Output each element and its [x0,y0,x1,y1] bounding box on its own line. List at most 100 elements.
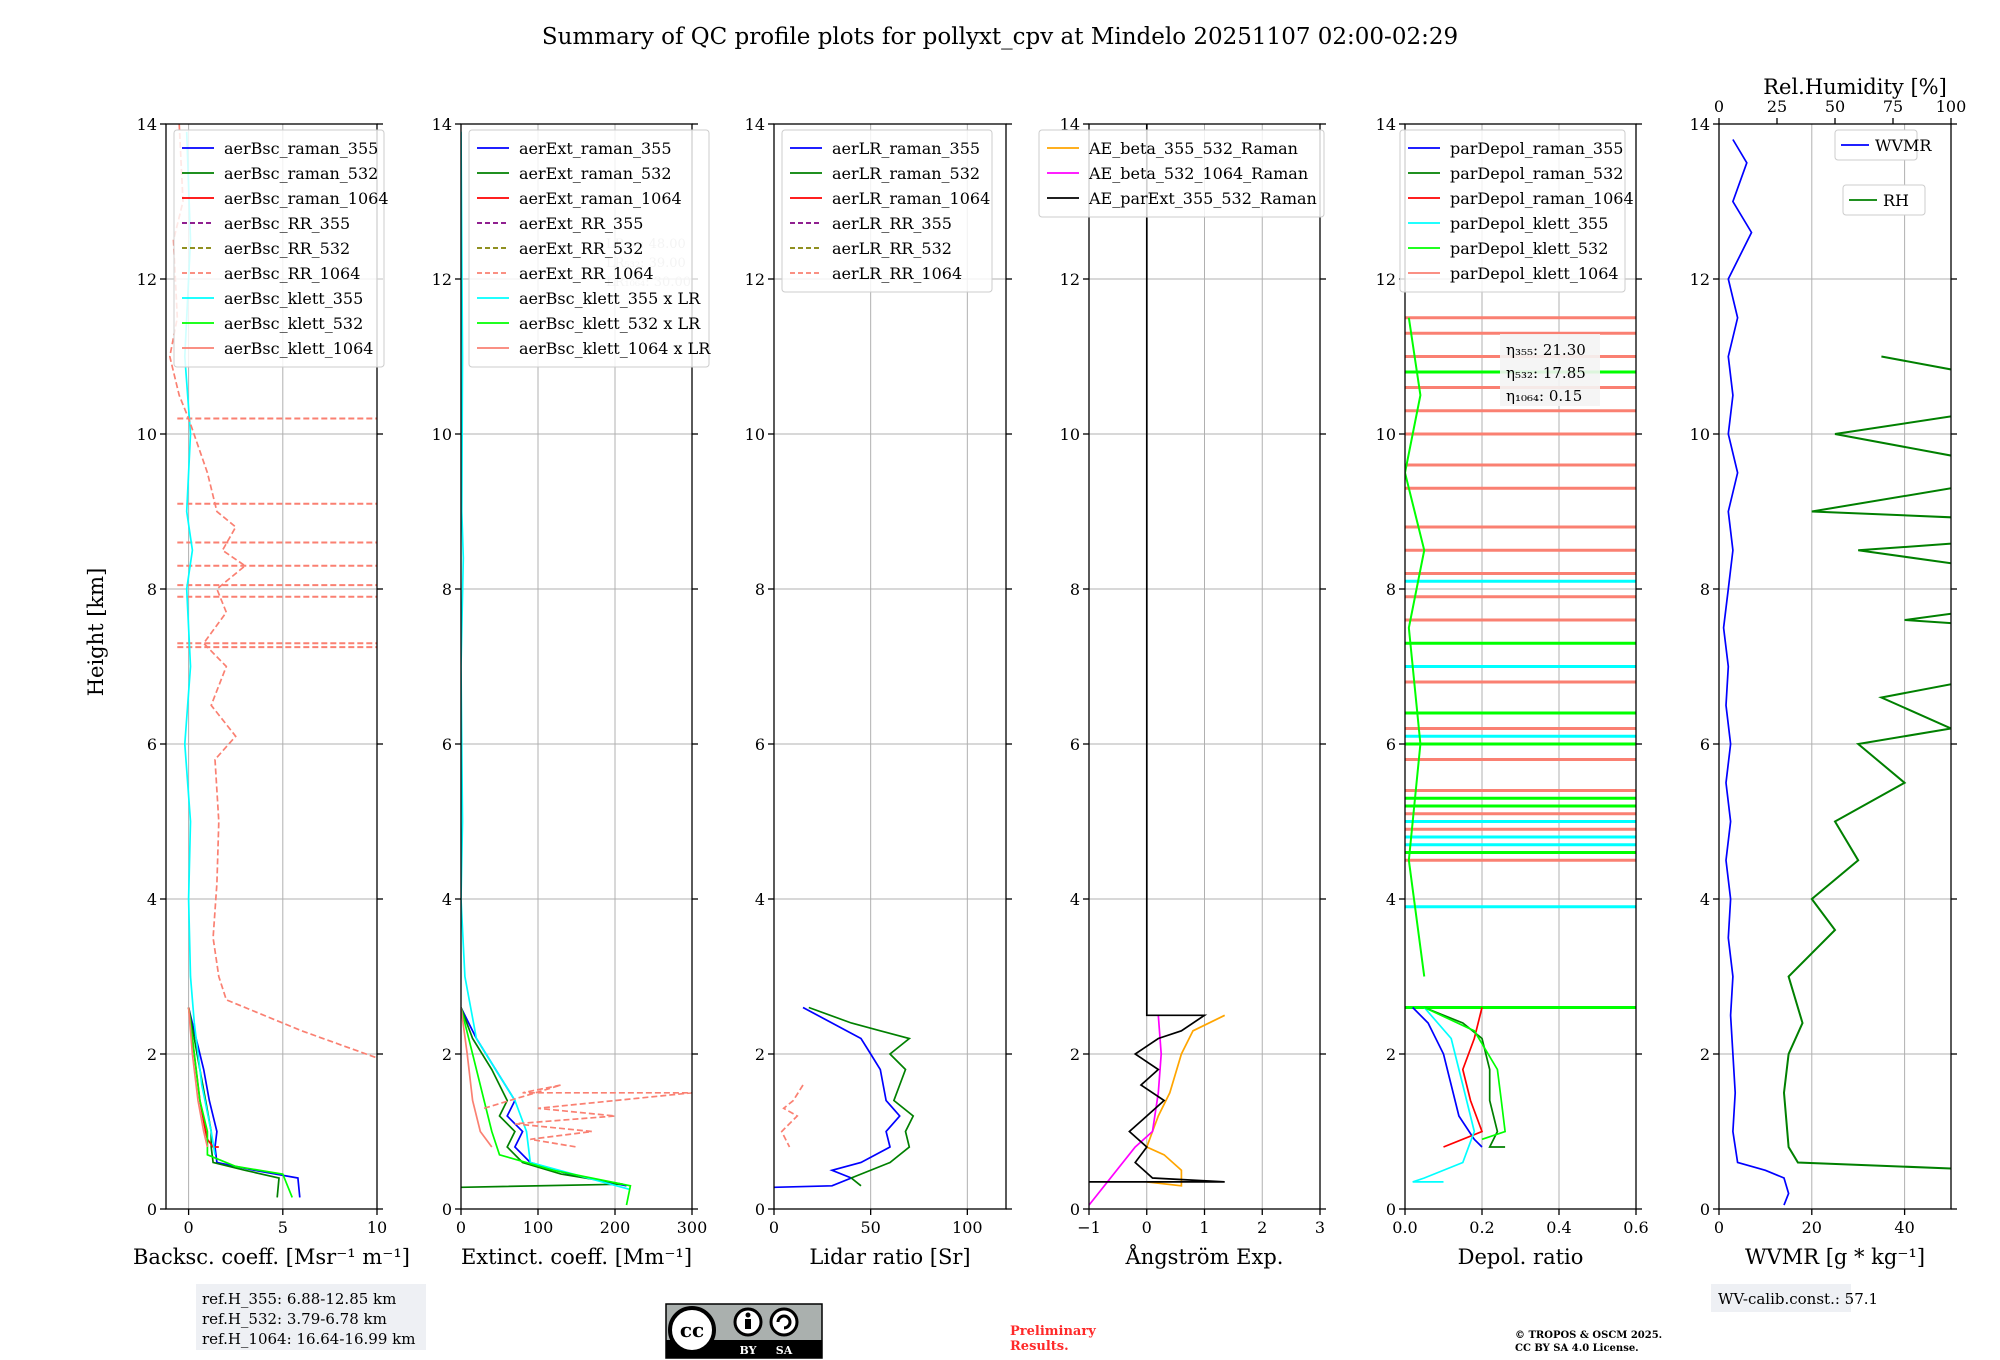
top-tick-label: 25 [1767,97,1787,116]
panel-ext: 0 2 4 6 8 10 12 14 0 100 200 300 Extinct. coeff. [Mm… [432,115,712,1269]
x-tick-label: −1 [1077,1218,1101,1237]
y-tick-label: 14 [745,115,765,134]
series-aerLR_RR_1064 [780,1084,804,1148]
legend-label: aerLR_RR_532 [832,239,952,258]
y-tick-label: 8 [1386,580,1396,599]
x-tick-label: 200 [600,1218,631,1237]
legend-label: parDepol_klett_532 [1450,239,1608,258]
plot-area-ae [1089,124,1226,1206]
x-tick-label: 0.2 [1469,1218,1494,1237]
top-tick-label: 75 [1883,97,1903,116]
legend-label: parDepol_klett_1064 [1450,264,1619,283]
x-axis-label: Ångström Exp. [1125,1244,1284,1269]
y-tick-label: 2 [147,1045,157,1064]
y-tick-label: 6 [147,735,157,754]
y-axis-label: Height [km] [84,568,108,697]
x-tick-label: 3 [1315,1218,1325,1237]
by-label: BY [740,1344,757,1357]
y-tick-label: 0 [755,1200,765,1219]
legend-label: aerBsc_klett_532 [224,314,363,333]
series-WVMR [1722,139,1790,1206]
x-tick-label: 1 [1199,1218,1209,1237]
x-axis-label: Depol. ratio [1458,1245,1584,1269]
series-aerBsc_klett_1064 x LR [461,1007,493,1148]
x-tick-label: 0 [769,1218,779,1237]
legend-label: aerBsc_raman_532 [224,164,378,183]
ref-height-355: ref.H_355: 6.88-12.85 km [202,1290,396,1308]
y-tick-label: 4 [1386,890,1396,909]
series-aerBsc_klett_355 [183,131,216,1155]
x-tick-label: 0 [1714,1218,1724,1237]
legend-label: aerLR_RR_1064 [832,264,962,283]
x-tick-label: 100 [952,1218,983,1237]
legend-label: aerBsc_raman_355 [224,139,378,158]
y-tick-label: 6 [1070,735,1080,754]
axes-frame [1718,123,1952,1210]
x-tick-label: 100 [523,1218,554,1237]
legend-label: aerLR_raman_1064 [832,189,990,208]
eta-box [1500,334,1600,406]
ref-height-1064: ref.H_1064: 16.64-16.99 km [202,1330,415,1348]
x-tick-label: 0.6 [1623,1218,1648,1237]
x-tick-label: 0.0 [1392,1218,1417,1237]
legend-box [1399,129,1626,293]
series-RH [1782,355,1951,1170]
y-tick-label: 4 [1070,890,1080,909]
series-aerBsc_RR_1064 [168,124,377,1059]
legend-label: aerExt_RR_532 [519,239,643,258]
x-tick-label: 0 [456,1218,466,1237]
y-tick-label: 8 [755,580,765,599]
y-tick-label: 12 [137,270,157,289]
series-aerBsc_klett_532 x LR [461,1007,632,1206]
legend-label: aerExt_RR_1064 [519,264,654,283]
series-aerLR_raman_355 [774,1006,901,1189]
copyright-line1: © TROPOS & OSCM 2025. [1515,1330,1662,1341]
legend-label: parDepol_raman_532 [1450,164,1623,183]
legend-label: WVMR [1875,136,1932,155]
eta-label: η₅₃₂: 17.85 [1506,364,1586,382]
legend-label: aerLR_raman_532 [832,164,980,183]
y-tick-label: 2 [755,1045,765,1064]
ref-heights-box: ref.H_355: 6.88-12.85 km ref.H_532: 3.79… [196,1284,426,1350]
y-tick-label: 10 [1690,425,1710,444]
legend-label: parDepol_raman_1064 [1450,189,1634,208]
x-tick-label: 300 [677,1218,708,1237]
y-tick-label: 2 [1386,1045,1396,1064]
y-tick-label: 10 [1376,425,1396,444]
plot-area-wv [1722,139,1951,1206]
legend-label: aerBsc_klett_1064 x LR [519,339,711,358]
panel-lr: 0 2 4 6 8 10 12 14 0 50 100 Lidar ratio [Sr] aerLR_r… [745,115,1012,1269]
x-axis-label: WVMR [g * kg⁻¹] [1745,1245,1925,1269]
copyright-line2: CC BY SA 4.0 License. [1515,1343,1639,1354]
series-aerBsc_raman_532 [187,1007,280,1198]
y-tick-label: 14 [1690,115,1710,134]
sa-label: SA [776,1344,793,1357]
series-aerBsc_klett_1064 [187,1007,209,1148]
x-tick-label: 50 [860,1218,880,1237]
top-axis-label: Rel.Humidity [%] [1763,75,1947,99]
y-tick-label: 8 [147,580,157,599]
series-parDepol_raman_355 [1412,1006,1483,1148]
series-AE_beta_532_1064_Raman [1089,1015,1163,1206]
wv-calib-box: WV-calib.const.: 57.1 [1711,1284,1878,1312]
x-tick-label: 10 [367,1218,387,1237]
y-tick-label: 10 [1060,425,1080,444]
series-aerBsc_klett_532 [187,1007,293,1198]
y-tick-label: 8 [1700,580,1710,599]
legend-label: AE_beta_532_1064_Raman [1088,164,1308,183]
y-tick-label: 14 [1376,115,1396,134]
figure-title: Summary of QC profile plots for pollyxt_… [542,24,1458,50]
eta-label: η₁₀₆₄: 0.15 [1506,387,1582,405]
series-aerBsc_raman_355 [187,1007,301,1198]
axes-frame [1404,123,1637,1210]
x-tick-label: 0 [184,1218,194,1237]
series-aerBsc_klett_355 x LR [461,131,631,1191]
x-axis-label: Lidar ratio [Sr] [809,1245,970,1269]
y-tick-label: 0 [1700,1200,1710,1219]
preliminary-line2: Results. [1010,1339,1069,1354]
y-tick-label: 12 [1690,270,1710,289]
y-tick-label: 14 [1060,115,1080,134]
y-tick-label: 4 [147,890,157,909]
eta-label: η₃₅₅: 21.30 [1506,341,1586,359]
cc-license-badge: cc BY SA [665,1303,823,1359]
